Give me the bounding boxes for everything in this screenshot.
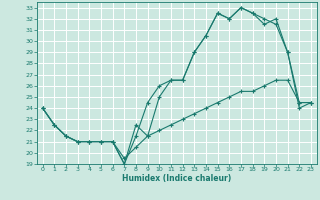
X-axis label: Humidex (Indice chaleur): Humidex (Indice chaleur) — [122, 174, 231, 183]
